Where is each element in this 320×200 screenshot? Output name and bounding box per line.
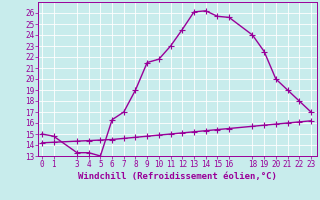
X-axis label: Windchill (Refroidissement éolien,°C): Windchill (Refroidissement éolien,°C) bbox=[78, 172, 277, 181]
